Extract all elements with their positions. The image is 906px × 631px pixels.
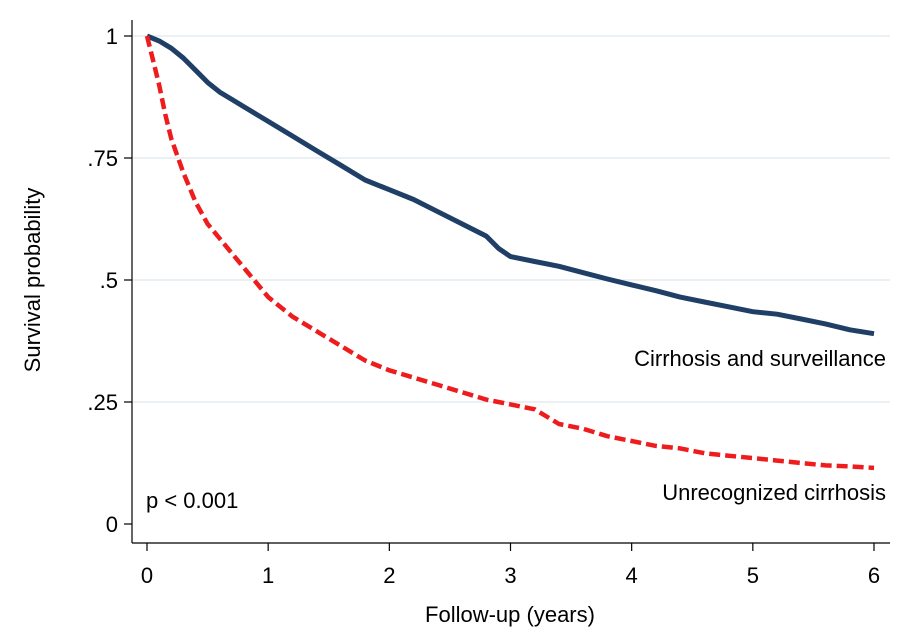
y-tick-label-1: .25 xyxy=(87,390,118,415)
y-tick-label-3: .75 xyxy=(87,146,118,171)
series-line-0 xyxy=(146,33,875,337)
y-tick-label-2: .5 xyxy=(100,268,118,293)
p-value-annotation: p < 0.001 xyxy=(146,488,238,513)
grid-layer xyxy=(133,35,890,403)
series-layer xyxy=(144,33,875,471)
series-line-1 xyxy=(144,35,875,471)
series-label-unrecognized-cirrhosis: Unrecognized cirrhosis xyxy=(662,480,886,505)
axis-layer xyxy=(131,20,890,544)
x-axis-title: Follow-up (years) xyxy=(425,602,595,627)
tick-layer: 0 .25 .5 .75 1 0 1 2 3 4 5 6 xyxy=(87,24,880,588)
y-tick-label-4: 1 xyxy=(106,24,118,49)
x-tick-label-1: 1 xyxy=(262,563,274,588)
x-tick-label-0: 0 xyxy=(141,563,153,588)
x-tick-label-3: 3 xyxy=(504,563,516,588)
x-tick-label-4: 4 xyxy=(626,563,638,588)
y-axis-title: Survival probability xyxy=(20,188,45,373)
x-tick-label-5: 5 xyxy=(747,563,759,588)
x-tick-label-2: 2 xyxy=(383,563,395,588)
y-tick-label-0: 0 xyxy=(106,512,118,537)
x-tick-label-6: 6 xyxy=(868,563,880,588)
series-label-cirrhosis-surveillance: Cirrhosis and surveillance xyxy=(634,346,886,371)
